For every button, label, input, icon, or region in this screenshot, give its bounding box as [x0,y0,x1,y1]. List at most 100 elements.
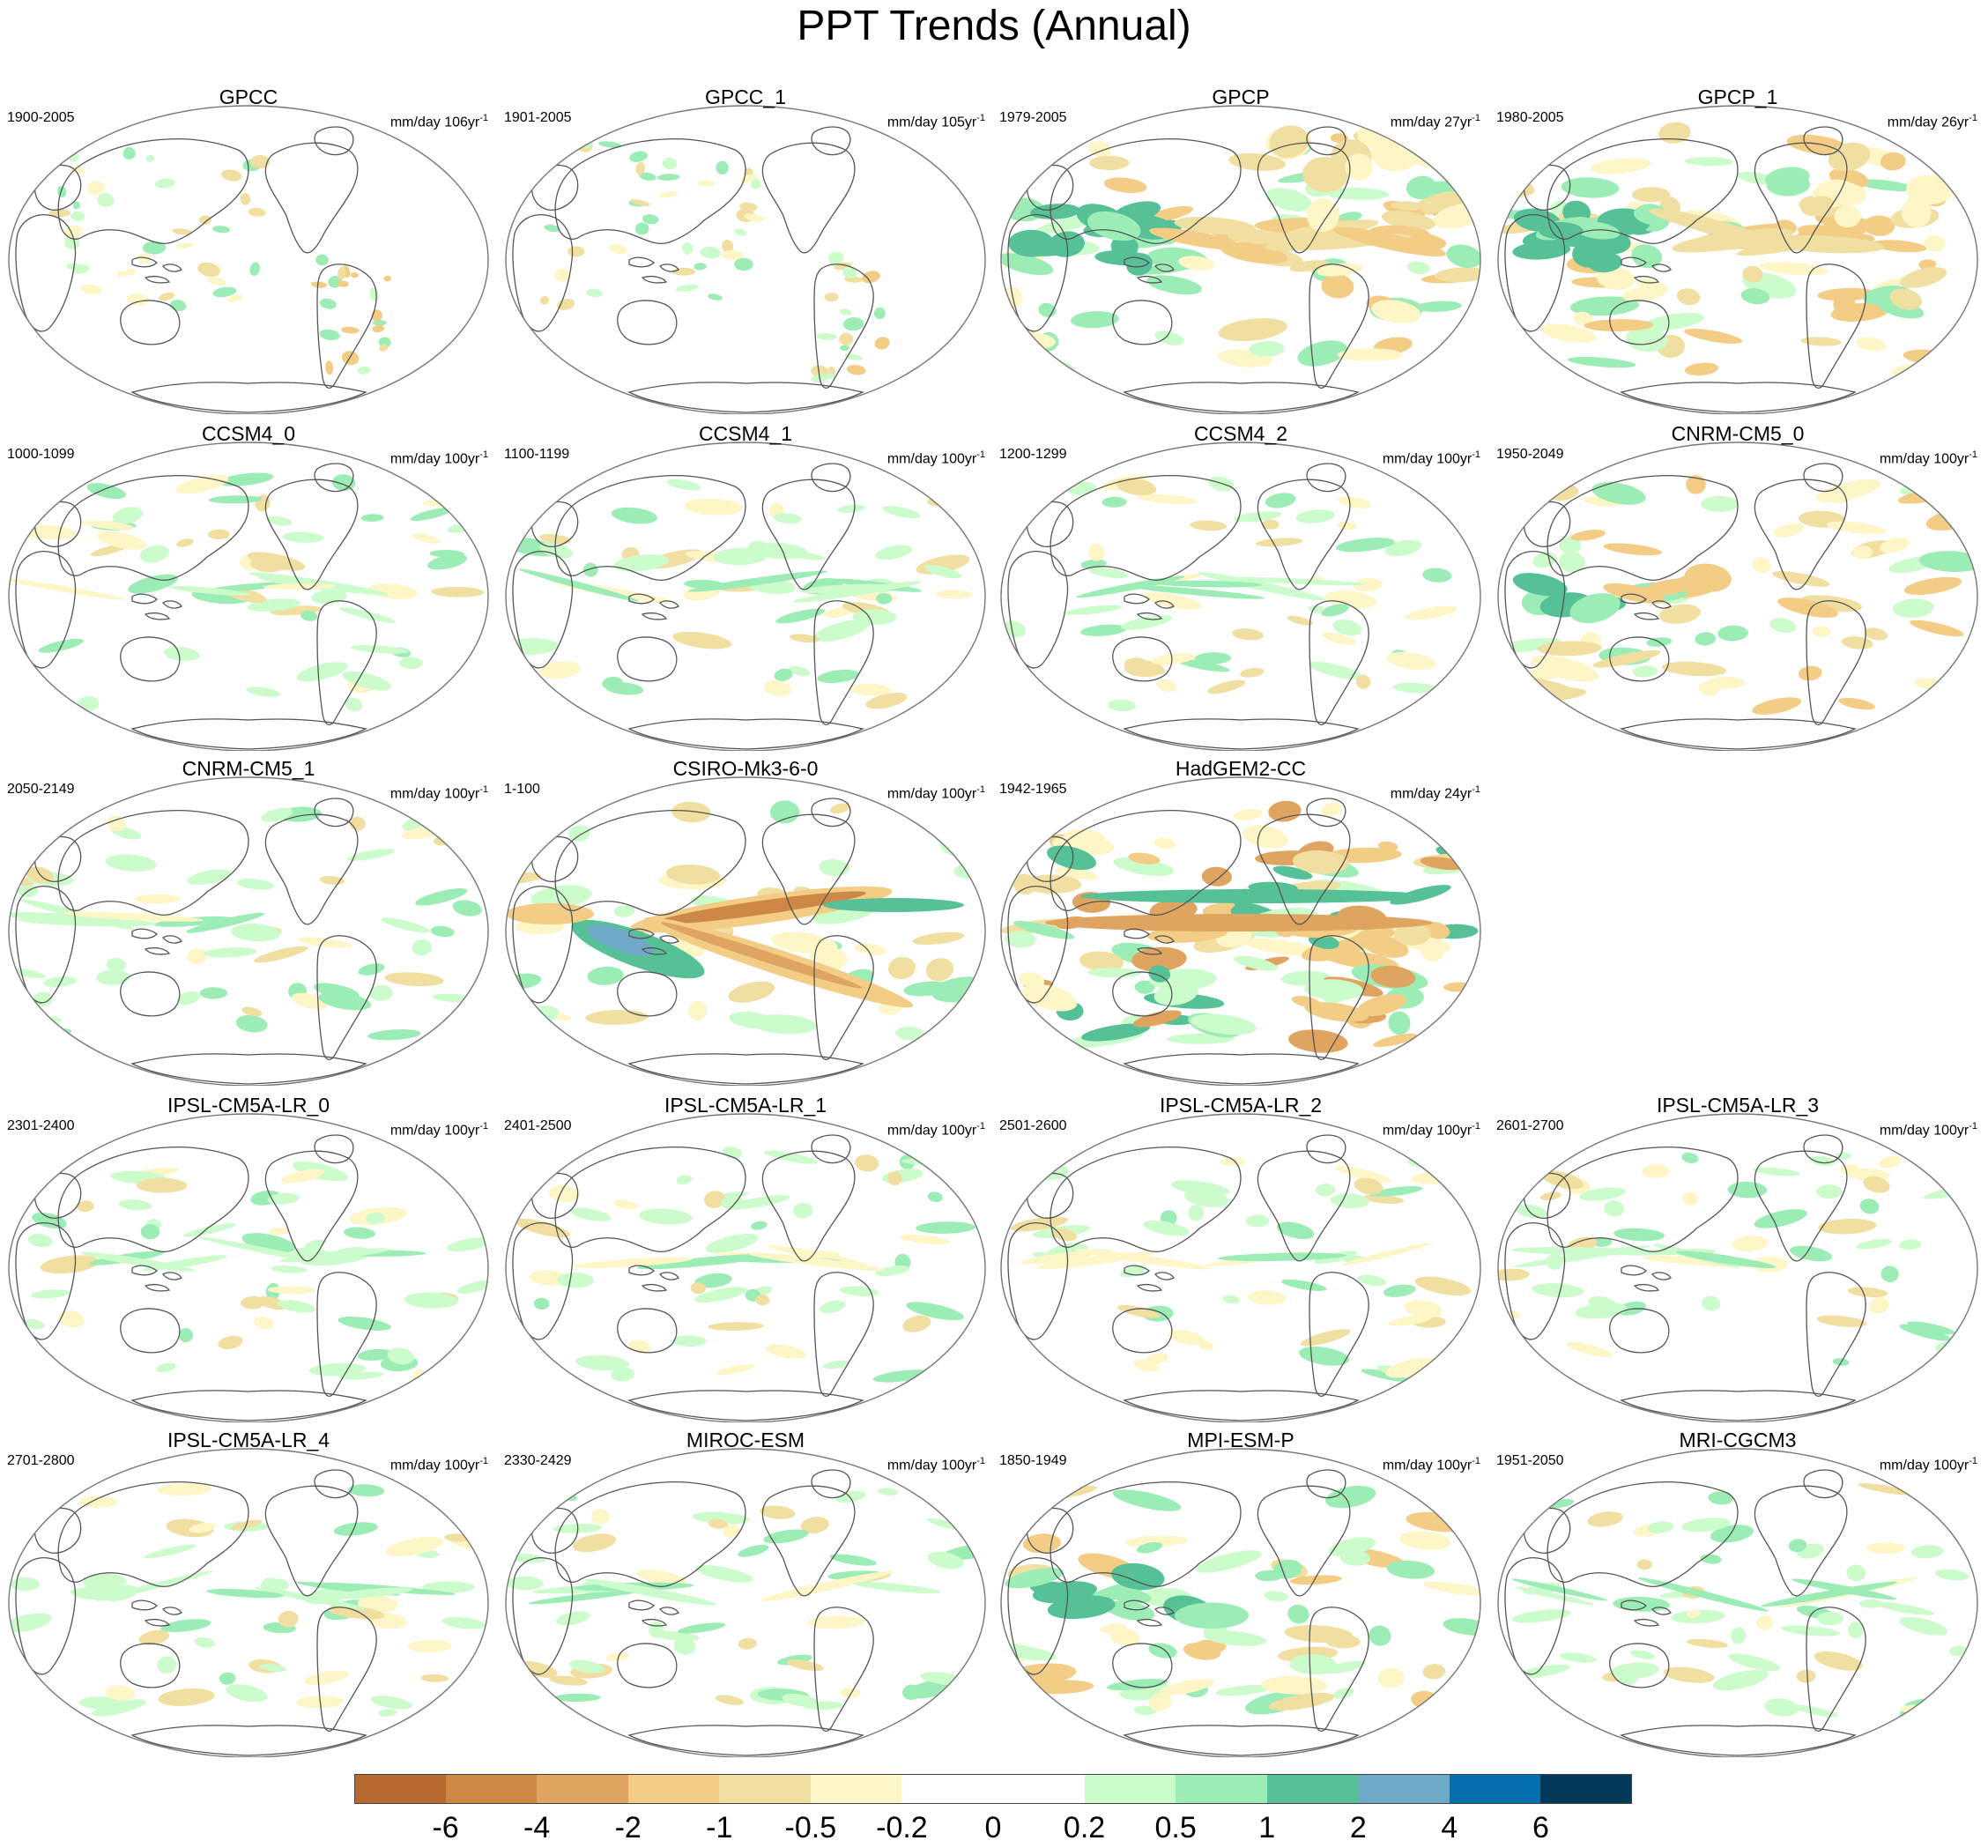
trend-contour [1899,1324,1951,1341]
trend-contour [1790,1245,1833,1262]
trend-contour [506,903,594,924]
trend-contour [199,987,228,999]
trend-contour [738,1544,769,1557]
trend-contour [1124,1535,1188,1547]
trend-contour [1446,244,1480,268]
trend-contour [1596,266,1636,291]
trend-contour [1128,852,1161,865]
coastline-australia [1112,300,1173,345]
trend-contour [70,211,85,221]
trend-contour [1338,496,1372,508]
coastline-samerica [316,1272,377,1397]
trend-contour [346,849,396,861]
panel-units-text: mm/day 100yr [886,1123,977,1139]
coastline-africa [512,886,574,1004]
coastline-indonesia [131,1265,182,1292]
trend-contour [760,1505,796,1519]
trend-contour [1587,1511,1623,1527]
trend-contour [573,1257,693,1269]
coastline-australia [1112,1643,1173,1688]
map-panel: MRI-CGCM3 1951-2050 mm/day 100yr-1 [1489,1422,1986,1757]
trend-contour [916,1221,975,1234]
trend-contour [63,225,83,239]
panel-title: IPSL-CM5A-LR_4 [167,1429,330,1451]
trend-contour [947,1148,983,1159]
trend-contour [143,1255,227,1272]
coastline-asia [57,474,249,581]
trend-contour [128,574,178,594]
trend-contour [427,553,467,570]
trend-contour [1111,1562,1165,1591]
trend-contour [456,1280,488,1294]
trend-contour [1764,1698,1799,1717]
trend-contour [1300,1329,1351,1347]
trend-contour [1159,1679,1214,1696]
coastline-antarctica [1620,382,1857,413]
trend-contour [1198,1340,1213,1351]
trend-contour [410,507,454,522]
trend-contour [1418,358,1480,380]
coastline-namerica [761,813,856,925]
trend-contour [257,1296,286,1310]
coastline-australia [617,1643,678,1688]
trend-contour [350,271,359,278]
trend-contour [9,479,51,490]
trend-contour [557,1272,594,1288]
trend-contour [1880,537,1910,553]
map-plot [505,776,986,1086]
trend-contour [1240,667,1265,678]
trend-contour [720,1197,747,1211]
trend-contour [1793,1704,1838,1718]
trend-contour [372,324,385,333]
trend-contour [811,365,829,378]
coastline-asia [554,809,746,916]
trend-contour [1876,1602,1934,1615]
colorbar-cell [445,1774,538,1804]
trend-contour [539,661,581,679]
coastline-namerica [264,813,359,925]
trend-contour [72,201,80,210]
panel-units-exponent: -1 [976,113,985,123]
coastline-samerica [316,1607,377,1732]
trend-contour [1289,260,1329,272]
trend-contour [219,1672,236,1685]
trend-contour [338,266,346,280]
trend-contour [506,1576,544,1591]
panel-units-text: mm/day 100yr [1879,1458,1969,1473]
coastline-antarctica [1123,718,1360,750]
coastline-australia [1112,1308,1173,1354]
coastline-namerica [1754,1485,1848,1597]
trend-contour [421,1581,475,1593]
coastline-samerica [813,935,874,1060]
trend-contour [675,284,699,292]
trend-contour [1560,1652,1597,1663]
trend-contour [1906,174,1954,205]
panel-title: GPCP [1212,85,1270,108]
trend-contour [211,226,231,234]
trend-contour [126,293,149,306]
trend-contour [296,662,348,682]
trend-contour [1383,1284,1416,1297]
trend-contour [1856,1239,1892,1250]
trend-contour [106,957,126,972]
trend-contour [134,894,181,904]
trend-contour [1868,1296,1889,1314]
coastline-africa [15,551,77,669]
trend-contour [1826,521,1887,535]
trend-contour [1728,1653,1781,1672]
trend-contour [1591,482,1646,505]
trend-contour [1621,286,1665,302]
trend-contour [1281,1279,1327,1291]
trend-contour [1658,122,1691,144]
trend-contour [235,1014,268,1033]
map-panel: IPSL-CM5A-LR_2 2501-2600 mm/day 100yr-1 [992,1087,1489,1422]
colorbar-cell [1084,1774,1176,1804]
trend-contour [609,244,627,254]
map-plot [505,1113,986,1422]
trend-contour [1148,1693,1172,1711]
trend-contour [48,147,57,156]
trend-contour [1321,274,1354,299]
trend-contour [1695,632,1716,646]
map-plot [505,442,986,751]
trend-contour [902,1315,931,1332]
